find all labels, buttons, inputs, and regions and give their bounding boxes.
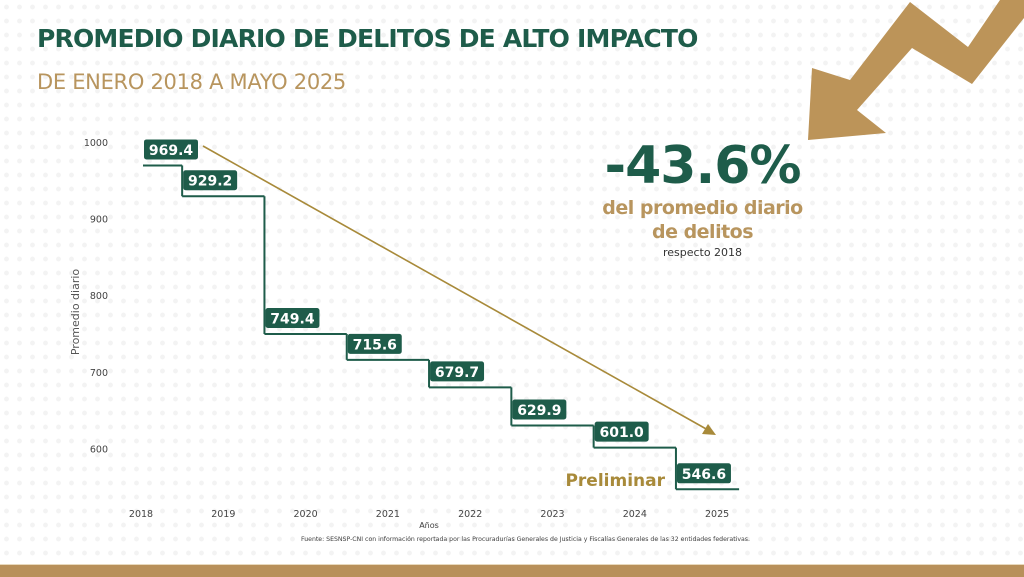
- y-tick-label: 600: [90, 444, 108, 455]
- data-label-text: 679.7: [435, 365, 479, 381]
- x-tick-label: 2022: [458, 509, 482, 520]
- trend-arrow-head: [702, 424, 716, 435]
- y-tick-label: 900: [90, 215, 108, 226]
- data-label-text: 715.6: [353, 337, 397, 353]
- data-label-box: [594, 421, 649, 442]
- reduction-percent: -43.6%: [604, 136, 802, 196]
- data-label-2025: 546.6: [676, 463, 731, 484]
- reduction-description-line2: de delitos: [651, 221, 754, 243]
- page-title: PROMEDIO DIARIO DE DELITOS DE ALTO IMPAC…: [37, 24, 698, 53]
- data-label-box: [183, 170, 238, 191]
- data-label-2023: 629.9: [512, 399, 567, 420]
- x-tick-label: 2024: [623, 509, 647, 520]
- data-label-2020: 749.4: [265, 307, 320, 328]
- reduction-description-line1: del promedio diario: [602, 197, 803, 219]
- x-tick-label: 2021: [376, 509, 400, 520]
- zigzag-down-arrow-shape: [808, 0, 1024, 140]
- data-label-text: 601.0: [600, 425, 645, 441]
- data-label-2021: 715.6: [347, 333, 402, 354]
- y-tick-label: 1000: [84, 138, 108, 149]
- data-label-2024: 601.0: [594, 421, 649, 442]
- data-label-2022: 679.7: [430, 361, 485, 382]
- data-label-box: [512, 399, 567, 420]
- bottom-bar: [0, 564, 1024, 577]
- data-label-box: [144, 139, 198, 160]
- x-tick-label: 2025: [705, 509, 729, 520]
- x-tick-label: 2019: [211, 509, 235, 520]
- data-label-2018: 969.4: [144, 139, 198, 160]
- trend-arrow-line: [202, 145, 709, 431]
- data-label-2019: 929.2: [183, 170, 238, 191]
- y-tick-label: 800: [90, 291, 108, 302]
- x-tick-label: 2020: [294, 509, 318, 520]
- data-label-text: 929.2: [188, 174, 232, 190]
- data-label-box: [347, 333, 402, 354]
- reduction-note: respecto 2018: [662, 246, 743, 259]
- data-label-box: [676, 463, 731, 484]
- preliminar-annotation: Preliminar: [565, 471, 665, 491]
- y-tick-label: 700: [90, 368, 108, 379]
- page-subtitle: DE ENERO 2018 A MAYO 2025: [37, 70, 346, 94]
- data-label-text: 749.4: [270, 311, 315, 327]
- data-label-box: [265, 307, 320, 328]
- data-label-text: 546.6: [682, 467, 726, 483]
- source-note: Fuente: SESNSP-CNI con información repor…: [301, 535, 750, 543]
- data-label-text: 969.4: [149, 143, 194, 159]
- y-axis-label: Promedio diario: [69, 269, 82, 356]
- data-label-box: [430, 361, 485, 382]
- data-label-text: 629.9: [517, 403, 561, 419]
- x-tick-label: 2023: [540, 509, 564, 520]
- x-tick-label: 2018: [129, 509, 153, 520]
- x-axis-label: Años: [419, 521, 439, 530]
- reduction-description: del promedio diario de delitos: [580, 196, 825, 244]
